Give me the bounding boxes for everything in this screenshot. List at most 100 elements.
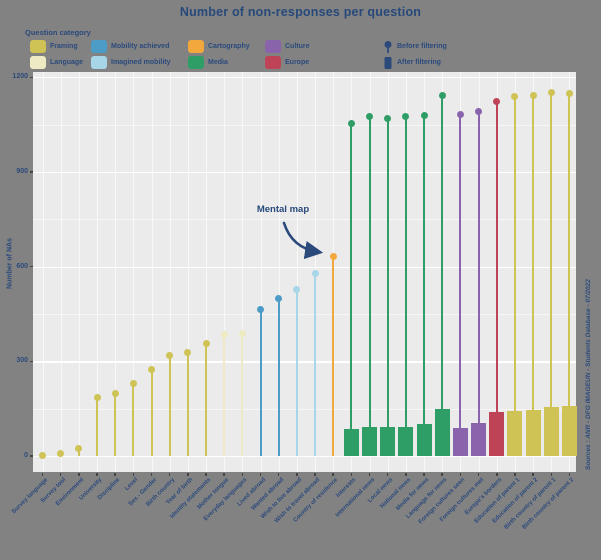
lollipop-stem [295, 289, 298, 456]
after-filtering-bar [471, 422, 487, 456]
lollipop-stem [532, 95, 535, 456]
lollipop-dot [129, 379, 137, 387]
v-gridline [278, 72, 280, 472]
lollipop-stem [477, 111, 480, 456]
plot-panel [33, 72, 577, 472]
y-tick-mark [30, 360, 33, 363]
x-tick-mark [223, 472, 225, 476]
legend-label-before-filtering: Before filtering [397, 43, 447, 50]
after-filtering-bar [452, 427, 468, 456]
major-gridline [33, 77, 576, 79]
lollipop-stem [96, 397, 98, 456]
lollipop-stem [277, 298, 280, 456]
x-tick-mark [259, 472, 262, 476]
y-tick-label: 0 [24, 452, 28, 459]
lollipop-stem [459, 114, 462, 456]
lollipop-stem [404, 116, 407, 456]
y-tick-label: 900 [16, 167, 28, 175]
legend-label-imagined_mobility: Imagined mobility [111, 59, 171, 66]
legend-label-mobility_achieved: Mobility achieved [111, 43, 170, 50]
v-gridline [187, 72, 189, 472]
after-filtering-bar [543, 407, 559, 456]
legend-title: Question category [25, 28, 91, 37]
lollipop-stem [168, 355, 171, 456]
lollipop-stem [186, 352, 189, 456]
after-filtering-bar [362, 426, 378, 456]
y-tick-label: 300 [16, 357, 28, 365]
x-tick-mark [59, 472, 62, 476]
lollipop-stem [114, 393, 117, 456]
lollipop-dot [238, 330, 246, 338]
lollipop-dot [75, 444, 83, 452]
annotation-label: Mental map [256, 204, 310, 215]
legend-label-after-filtering: After filtering [397, 59, 441, 66]
legend-label-culture: Culture [285, 43, 310, 50]
legend-label-language: Language [50, 59, 84, 66]
lollipop-dot [438, 91, 446, 99]
y-tick-mark [30, 171, 33, 173]
after-filtering-bar [525, 409, 541, 456]
after-filtering-bar [507, 410, 523, 456]
minor-gridline [33, 219, 576, 220]
lollipop-stem [132, 383, 135, 456]
lollipop-dot [511, 92, 519, 100]
lollipop-dot [148, 366, 156, 374]
v-gridline [78, 72, 80, 472]
v-gridline [151, 72, 153, 472]
after-filtering-bar [489, 411, 505, 456]
lollipop-stem [223, 334, 226, 456]
lollipop-dot [293, 285, 301, 293]
x-tick-mark [550, 472, 552, 476]
v-gridline [60, 72, 62, 472]
lollipop-dot [257, 305, 265, 313]
after-filtering-bar [416, 424, 432, 456]
minor-gridline [33, 124, 576, 126]
lollipop-stem [241, 333, 244, 456]
chart-figure: Number of non-responses per question Que… [7, 5, 593, 531]
minor-gridline [33, 408, 576, 410]
x-tick-mark [168, 472, 171, 476]
after-filtering-bar [380, 426, 396, 456]
v-gridline [97, 72, 98, 472]
x-tick-mark [405, 472, 407, 476]
v-gridline [260, 72, 262, 472]
minor-gridline [33, 313, 576, 315]
y-tick-mark [30, 455, 33, 457]
x-tick-mark [296, 472, 298, 476]
v-gridline [42, 72, 44, 472]
lollipop-dot [93, 394, 101, 402]
lollipop-stem [386, 118, 389, 456]
lollipop-stem [259, 309, 262, 456]
x-tick-mark [150, 472, 153, 476]
lollipop-dot [475, 108, 483, 116]
lollipop-stem [314, 273, 317, 456]
x-tick-mark [314, 472, 316, 476]
lollipop-dot [529, 92, 537, 100]
legend-label-cartography: Cartography [208, 43, 250, 50]
v-gridline [206, 72, 208, 472]
legend-label-media: Media [208, 59, 228, 66]
y-tick-label: 1200 [12, 73, 28, 81]
lollipop-dot [493, 97, 501, 105]
x-tick-mark [41, 472, 44, 476]
x-tick-mark [332, 472, 334, 476]
after-filtering-bar [561, 406, 577, 456]
after-filtering-bar [434, 408, 450, 456]
y-tick-mark [30, 76, 33, 79]
x-tick-mark [496, 472, 498, 476]
lollipop-stem [568, 93, 571, 456]
lollipop-dot [111, 390, 119, 398]
x-tick-mark [277, 472, 280, 476]
lollipop-dot [220, 331, 228, 338]
lollipop-dot [275, 294, 283, 302]
x-tick-mark [459, 472, 462, 476]
lollipop-dot [565, 90, 573, 98]
x-tick-mark [514, 472, 516, 476]
lollipop-stem [350, 123, 353, 456]
source-caption: Sources : ANR - DFG IMAGEUN - Students D… [585, 279, 592, 470]
v-gridline [133, 72, 135, 472]
lollipop-stem [368, 116, 371, 456]
x-tick-mark [187, 472, 189, 476]
after-filtering-icon [383, 56, 393, 70]
after-filtering-bar [398, 426, 414, 456]
